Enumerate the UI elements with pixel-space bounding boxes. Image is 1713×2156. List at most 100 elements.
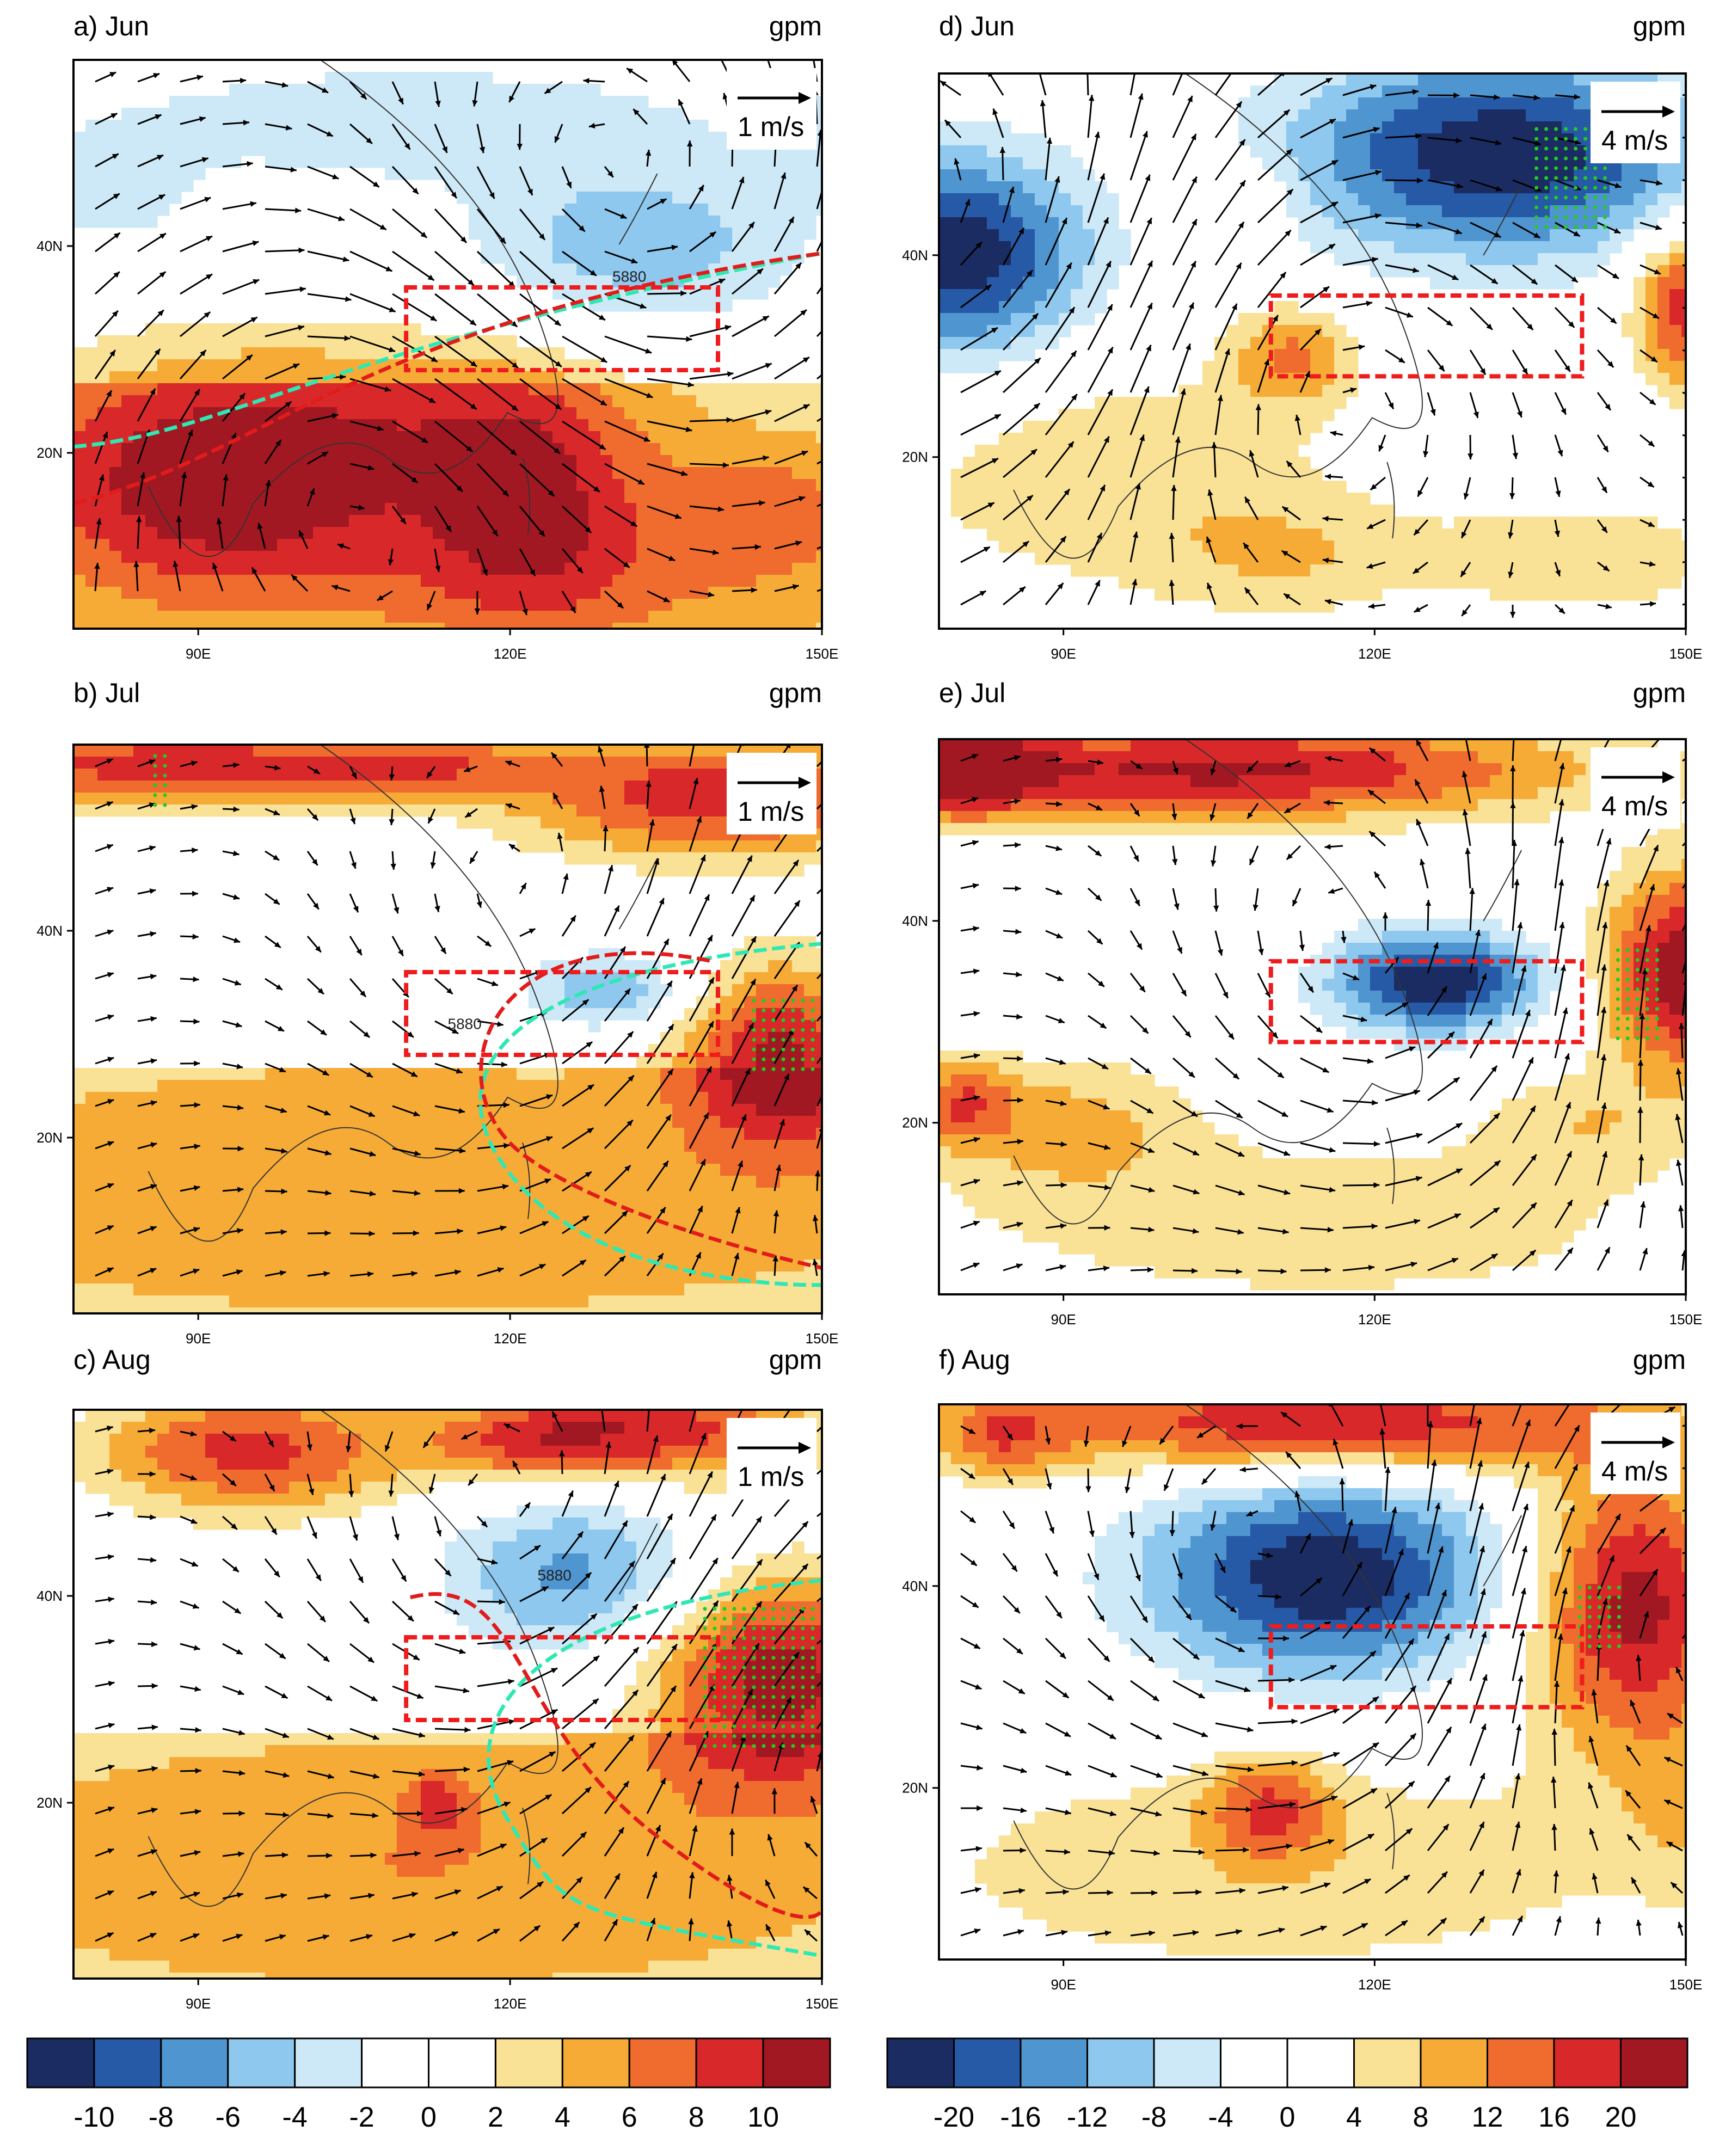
anomaly-cell	[349, 132, 361, 144]
anomaly-cell	[157, 1224, 170, 1236]
anomaly-cell	[421, 515, 433, 527]
anomaly-cell	[636, 1283, 649, 1296]
anomaly-cell	[325, 431, 337, 444]
anomaly-cell	[361, 623, 373, 629]
anomaly-cell	[648, 1295, 661, 1308]
anomaly-cell	[469, 1080, 481, 1092]
anomaly-cell	[744, 1164, 757, 1176]
anomaly-cell	[505, 611, 517, 623]
anomaly-cell	[349, 108, 361, 120]
anomaly-cell	[564, 1236, 577, 1248]
anomaly-cell	[457, 793, 469, 805]
anomaly-cell	[445, 804, 457, 817]
anomaly-cell	[493, 335, 505, 348]
anomaly-cell	[816, 623, 822, 629]
anomaly-cell	[732, 515, 745, 527]
anomaly-cell	[541, 180, 553, 192]
anomaly-cell	[517, 804, 529, 817]
anomaly-cell	[684, 395, 697, 408]
anomaly-cell	[469, 204, 481, 216]
anomaly-cell	[469, 156, 481, 168]
anomaly-cell	[493, 1295, 505, 1308]
anomaly-cell	[541, 503, 553, 515]
anomaly-cell	[612, 769, 625, 781]
anomaly-cell	[552, 1140, 565, 1152]
anomaly-cell	[109, 347, 122, 360]
anomaly-cell	[624, 828, 637, 841]
anomaly-cell	[816, 1272, 822, 1284]
anomaly-cell	[181, 1295, 194, 1308]
anomaly-cell	[373, 1104, 385, 1116]
anomaly-cell	[792, 216, 805, 228]
wind-arrow	[731, 936, 757, 979]
wind-arrowhead	[136, 516, 142, 523]
anomaly-cell	[337, 1068, 349, 1080]
anomaly-cell	[732, 1152, 745, 1164]
anomaly-cell	[672, 563, 685, 575]
anomaly-cell	[349, 1128, 361, 1140]
anomaly-cell	[541, 419, 553, 432]
anomaly-cell	[433, 611, 445, 623]
anomaly-cell	[744, 515, 757, 527]
anomaly-cell	[660, 1128, 673, 1140]
wind-arrowhead	[837, 827, 843, 833]
anomaly-cell	[576, 443, 589, 456]
anomaly-cell	[145, 120, 158, 132]
wind-arrowhead	[351, 862, 357, 869]
anomaly-cell	[469, 1283, 481, 1296]
anomaly-cell	[672, 479, 685, 492]
anomaly-cell	[541, 781, 553, 793]
anomaly-cell	[696, 204, 709, 216]
anomaly-cell	[133, 575, 146, 587]
anomaly-cell	[301, 599, 314, 611]
anomaly-cell	[804, 996, 816, 1009]
anomaly-cell	[672, 757, 685, 769]
wind-arrowhead	[94, 563, 100, 569]
anomaly-cell	[325, 1307, 337, 1313]
anomaly-cell	[708, 1248, 721, 1260]
anomaly-cell	[157, 383, 170, 396]
anomaly-cell	[457, 168, 469, 180]
anomaly-cell	[792, 563, 805, 575]
anomaly-cell	[708, 491, 721, 503]
anomaly-cell	[541, 1152, 553, 1164]
anomaly-cell	[720, 407, 733, 420]
wind-arrowhead	[637, 479, 644, 484]
anomaly-cell	[517, 623, 529, 629]
anomaly-cell	[517, 563, 529, 575]
anomaly-cell	[109, 1224, 122, 1236]
anomaly-cell	[289, 108, 302, 120]
anomaly-cell	[397, 539, 409, 551]
anomaly-cell	[385, 1092, 397, 1104]
anomaly-cell	[241, 455, 254, 468]
anomaly-cell	[624, 120, 637, 132]
wind-arrowhead	[603, 825, 609, 832]
anomaly-cell	[816, 108, 822, 120]
anomaly-cell	[552, 515, 565, 527]
anomaly-cell	[169, 1068, 182, 1080]
anomaly-cell	[624, 769, 637, 781]
anomaly-cell	[301, 1212, 314, 1224]
anomaly-cell	[684, 1236, 697, 1248]
anomaly-cell	[684, 852, 697, 865]
anomaly-cell	[205, 156, 218, 168]
anomaly-cell	[121, 479, 134, 492]
anomaly-cell	[804, 1140, 816, 1152]
wind-arrow	[562, 335, 607, 363]
anomaly-cell	[756, 1283, 769, 1296]
anomaly-cell	[169, 1295, 182, 1308]
wind-arrowhead	[712, 549, 719, 555]
anomaly-cell	[744, 204, 757, 216]
anomaly-cell	[409, 72, 421, 84]
anomaly-cell	[732, 1295, 745, 1308]
wind-arrowhead	[233, 806, 240, 813]
anomaly-cell	[541, 371, 553, 384]
anomaly-cell	[373, 407, 385, 420]
anomaly-cell	[816, 745, 822, 757]
anomaly-cell	[505, 216, 517, 228]
wind-arrow	[137, 388, 156, 422]
anomaly-cell	[121, 575, 134, 587]
anomaly-cell	[505, 828, 517, 841]
anomaly-cell	[612, 611, 625, 623]
wind-arrowhead	[291, 574, 298, 581]
